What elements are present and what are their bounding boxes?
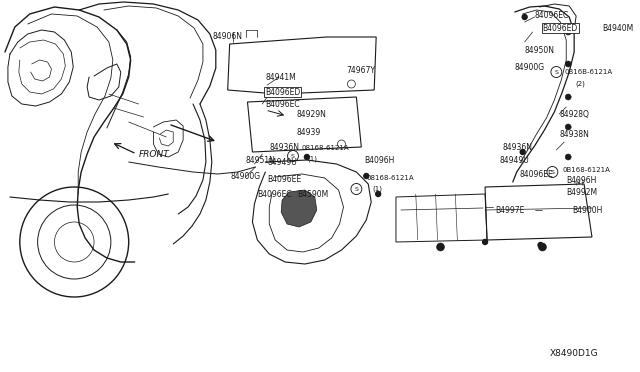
Text: B4096ED: B4096ED <box>543 23 578 32</box>
Circle shape <box>565 124 571 130</box>
Text: 84949U: 84949U <box>268 157 297 167</box>
Text: (1): (1) <box>574 179 584 185</box>
Text: 0B168-6121A: 0B168-6121A <box>563 167 610 173</box>
Circle shape <box>565 94 571 100</box>
Text: 84928Q: 84928Q <box>559 109 589 119</box>
Text: X8490D1G: X8490D1G <box>549 350 598 359</box>
Text: B4096H: B4096H <box>566 176 596 185</box>
Text: 84936N: 84936N <box>269 142 300 151</box>
Circle shape <box>565 29 571 35</box>
Text: 84949U: 84949U <box>500 155 530 164</box>
Text: B4096ED: B4096ED <box>266 87 301 96</box>
Text: S: S <box>291 154 295 158</box>
Text: 84951N: 84951N <box>246 155 275 164</box>
Text: 84938N: 84938N <box>559 129 589 138</box>
Text: B4590M: B4590M <box>297 189 328 199</box>
Text: 84939: 84939 <box>297 128 321 137</box>
Text: 08168-6121A: 08168-6121A <box>302 145 349 151</box>
Text: (2): (2) <box>575 81 585 87</box>
Polygon shape <box>281 190 317 227</box>
Text: 84900G: 84900G <box>230 171 260 180</box>
Circle shape <box>483 240 488 244</box>
Text: B4096H: B4096H <box>364 155 395 164</box>
Text: 84096EE: 84096EE <box>520 170 554 179</box>
Text: B4997E: B4997E <box>495 205 524 215</box>
Text: S: S <box>355 186 358 192</box>
Text: 0B16B-6121A: 0B16B-6121A <box>564 69 612 75</box>
Text: B4900H: B4900H <box>572 205 602 215</box>
Circle shape <box>436 243 444 251</box>
Circle shape <box>538 243 543 247</box>
Text: S: S <box>554 70 558 74</box>
Circle shape <box>520 150 525 154</box>
Circle shape <box>565 154 571 160</box>
Text: 84941M: 84941M <box>266 73 296 81</box>
Text: B4096EE: B4096EE <box>268 174 301 183</box>
Text: 84900G: 84900G <box>515 62 545 71</box>
Circle shape <box>305 154 309 160</box>
Text: (1): (1) <box>372 186 382 192</box>
Text: 08168-6121A: 08168-6121A <box>366 175 414 181</box>
Circle shape <box>522 15 527 19</box>
Circle shape <box>376 192 381 196</box>
Text: 84096EC: 84096EC <box>534 10 569 19</box>
Text: FRONT: FRONT <box>139 150 170 158</box>
Circle shape <box>538 243 547 251</box>
Text: (1): (1) <box>308 156 318 162</box>
Text: 84950N: 84950N <box>525 45 555 55</box>
Text: 84906N: 84906N <box>213 32 243 41</box>
Text: S: S <box>550 170 554 174</box>
Text: 74967Y: 74967Y <box>346 65 376 74</box>
Text: B4992M: B4992M <box>566 187 597 196</box>
Text: B4096EC: B4096EC <box>266 99 300 109</box>
Circle shape <box>364 173 369 179</box>
Text: B4940M: B4940M <box>602 23 633 32</box>
Text: 84936N: 84936N <box>503 142 533 151</box>
Circle shape <box>565 61 571 67</box>
Text: B4096EC: B4096EC <box>257 189 292 199</box>
Text: 84929N: 84929N <box>297 109 327 119</box>
